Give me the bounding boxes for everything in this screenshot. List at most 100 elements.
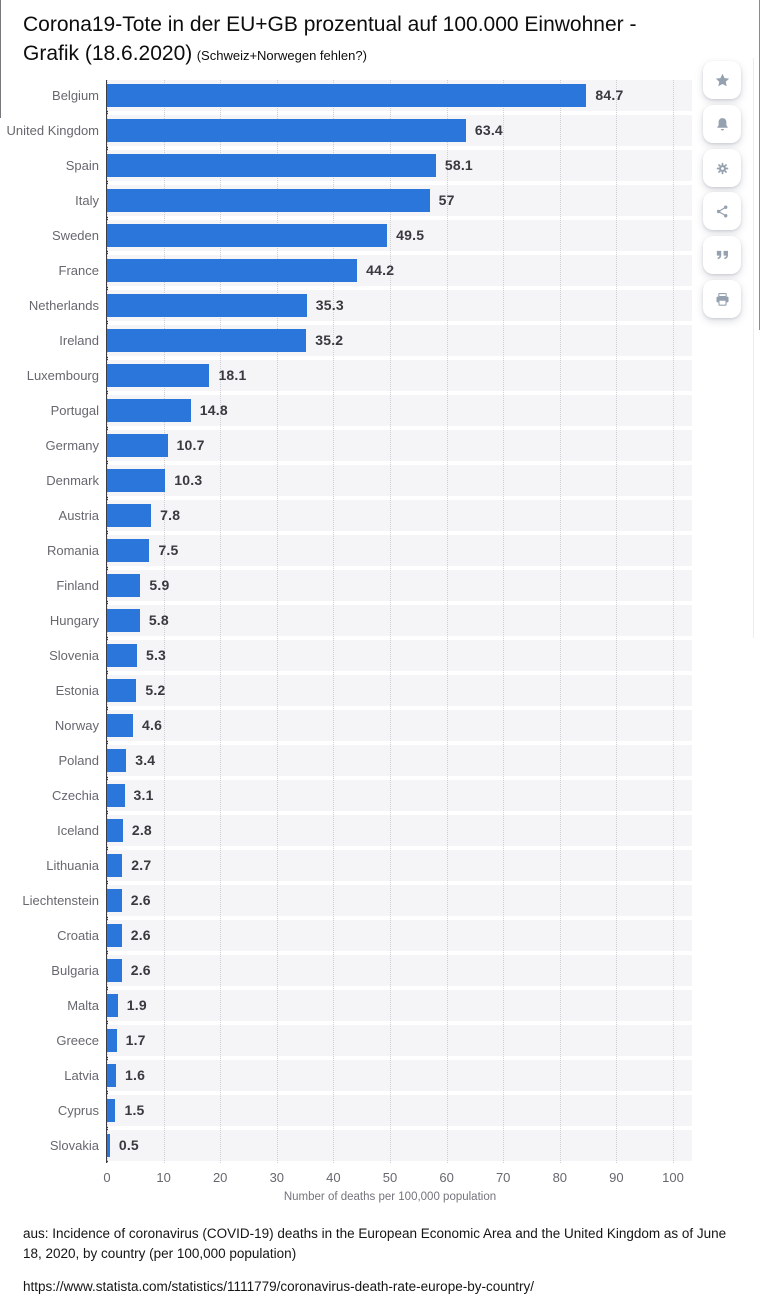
category-label: Poland	[58, 753, 99, 768]
category-label: Luxembourg	[26, 368, 99, 383]
gridline	[673, 80, 674, 1163]
value-label: 2.6	[130, 927, 151, 943]
row-band	[107, 605, 692, 636]
row-band	[107, 395, 692, 426]
bar[interactable]	[107, 224, 388, 247]
category-label: Lithuania	[46, 858, 99, 873]
category-label: Malta	[67, 998, 99, 1013]
value-label: 35.3	[315, 297, 344, 313]
bar[interactable]	[107, 329, 307, 352]
row-band	[107, 850, 692, 881]
value-label: 58.1	[444, 157, 473, 173]
bar[interactable]	[107, 399, 191, 422]
value-label: 2.6	[130, 962, 151, 978]
bar[interactable]	[107, 1134, 110, 1157]
category-label: Greece	[56, 1033, 99, 1048]
settings-button[interactable]	[703, 149, 741, 187]
bar[interactable]	[107, 504, 152, 527]
bar[interactable]	[107, 469, 166, 492]
bar[interactable]	[107, 994, 118, 1017]
row-band	[107, 675, 692, 706]
gridline	[446, 80, 448, 1163]
bar[interactable]	[107, 119, 466, 142]
bar[interactable]	[107, 959, 122, 982]
value-label: 1.7	[125, 1032, 146, 1048]
value-label: 2.6	[130, 892, 151, 908]
x-tick-label: 40	[326, 1170, 341, 1185]
bar[interactable]	[107, 154, 436, 177]
category-label: Finland	[56, 578, 99, 593]
category-label: Liechtenstein	[22, 893, 99, 908]
x-tick-label: 100	[662, 1170, 684, 1185]
row-band	[107, 920, 692, 951]
row-band	[107, 500, 692, 531]
bar[interactable]	[107, 1029, 117, 1052]
value-label: 0.5	[118, 1137, 139, 1153]
bar[interactable]	[107, 84, 587, 107]
category-label: Ireland	[59, 333, 99, 348]
bar[interactable]	[107, 889, 122, 912]
bar[interactable]	[107, 539, 150, 562]
value-label: 7.5	[158, 542, 179, 558]
share-button[interactable]	[703, 192, 741, 230]
bar[interactable]	[107, 189, 430, 212]
value-label: 35.2	[315, 332, 344, 348]
bar[interactable]	[107, 924, 122, 947]
row-band	[107, 990, 692, 1021]
x-tick-label: 20	[212, 1170, 228, 1185]
value-label: 5.8	[148, 612, 169, 628]
bar[interactable]	[107, 749, 127, 772]
bar[interactable]	[107, 819, 123, 842]
value-label: 10.3	[174, 472, 203, 488]
row-band	[107, 535, 692, 566]
category-label: Iceland	[57, 823, 99, 838]
bar[interactable]	[107, 784, 125, 807]
category-label: Cyprus	[57, 1103, 99, 1118]
share-icon	[716, 205, 727, 217]
favorite-button[interactable]	[703, 61, 741, 99]
category-label: France	[58, 263, 99, 278]
print-icon	[715, 292, 729, 306]
cite-button[interactable]	[703, 236, 741, 274]
value-label: 3.4	[135, 752, 156, 768]
quote-icon	[716, 250, 728, 259]
bar[interactable]	[107, 679, 137, 702]
bar[interactable]	[107, 259, 358, 282]
window-edge-left	[0, 0, 1, 118]
x-tick-label: 90	[609, 1170, 624, 1185]
bar[interactable]	[107, 294, 307, 317]
bar[interactable]	[107, 364, 210, 387]
category-label: Czechia	[52, 788, 99, 803]
source-caption: aus: Incidence of coronavirus (COVID-19)…	[23, 1226, 727, 1261]
row-band	[107, 1130, 692, 1161]
value-label: 49.5	[396, 227, 425, 243]
value-label: 3.1	[133, 787, 154, 803]
x-tick-label: 80	[552, 1170, 568, 1185]
value-label: 1.6	[125, 1067, 146, 1083]
bar[interactable]	[107, 434, 168, 457]
bell-icon	[716, 117, 728, 130]
bar[interactable]	[107, 609, 140, 632]
value-label: 84.7	[595, 87, 624, 103]
row-band	[107, 780, 692, 811]
category-label: Austria	[58, 508, 99, 523]
bar[interactable]	[107, 1099, 116, 1122]
bar[interactable]	[107, 644, 137, 667]
x-tick-label: 30	[269, 1170, 285, 1185]
x-tick-label: 50	[382, 1170, 398, 1185]
value-label: 18.1	[218, 367, 247, 383]
gridline	[163, 80, 165, 1163]
category-label: Sweden	[52, 228, 99, 243]
value-label: 10.7	[176, 437, 205, 453]
alerts-button[interactable]	[703, 105, 741, 143]
bar[interactable]	[107, 1064, 117, 1087]
value-label: 57	[438, 192, 455, 208]
bar[interactable]	[107, 854, 123, 877]
bar[interactable]	[107, 714, 134, 737]
category-label: Slovakia	[49, 1138, 99, 1153]
category-label: Denmark	[46, 473, 99, 488]
bar[interactable]	[107, 574, 141, 597]
print-button[interactable]	[703, 280, 741, 318]
category-label: Italy	[75, 193, 99, 208]
